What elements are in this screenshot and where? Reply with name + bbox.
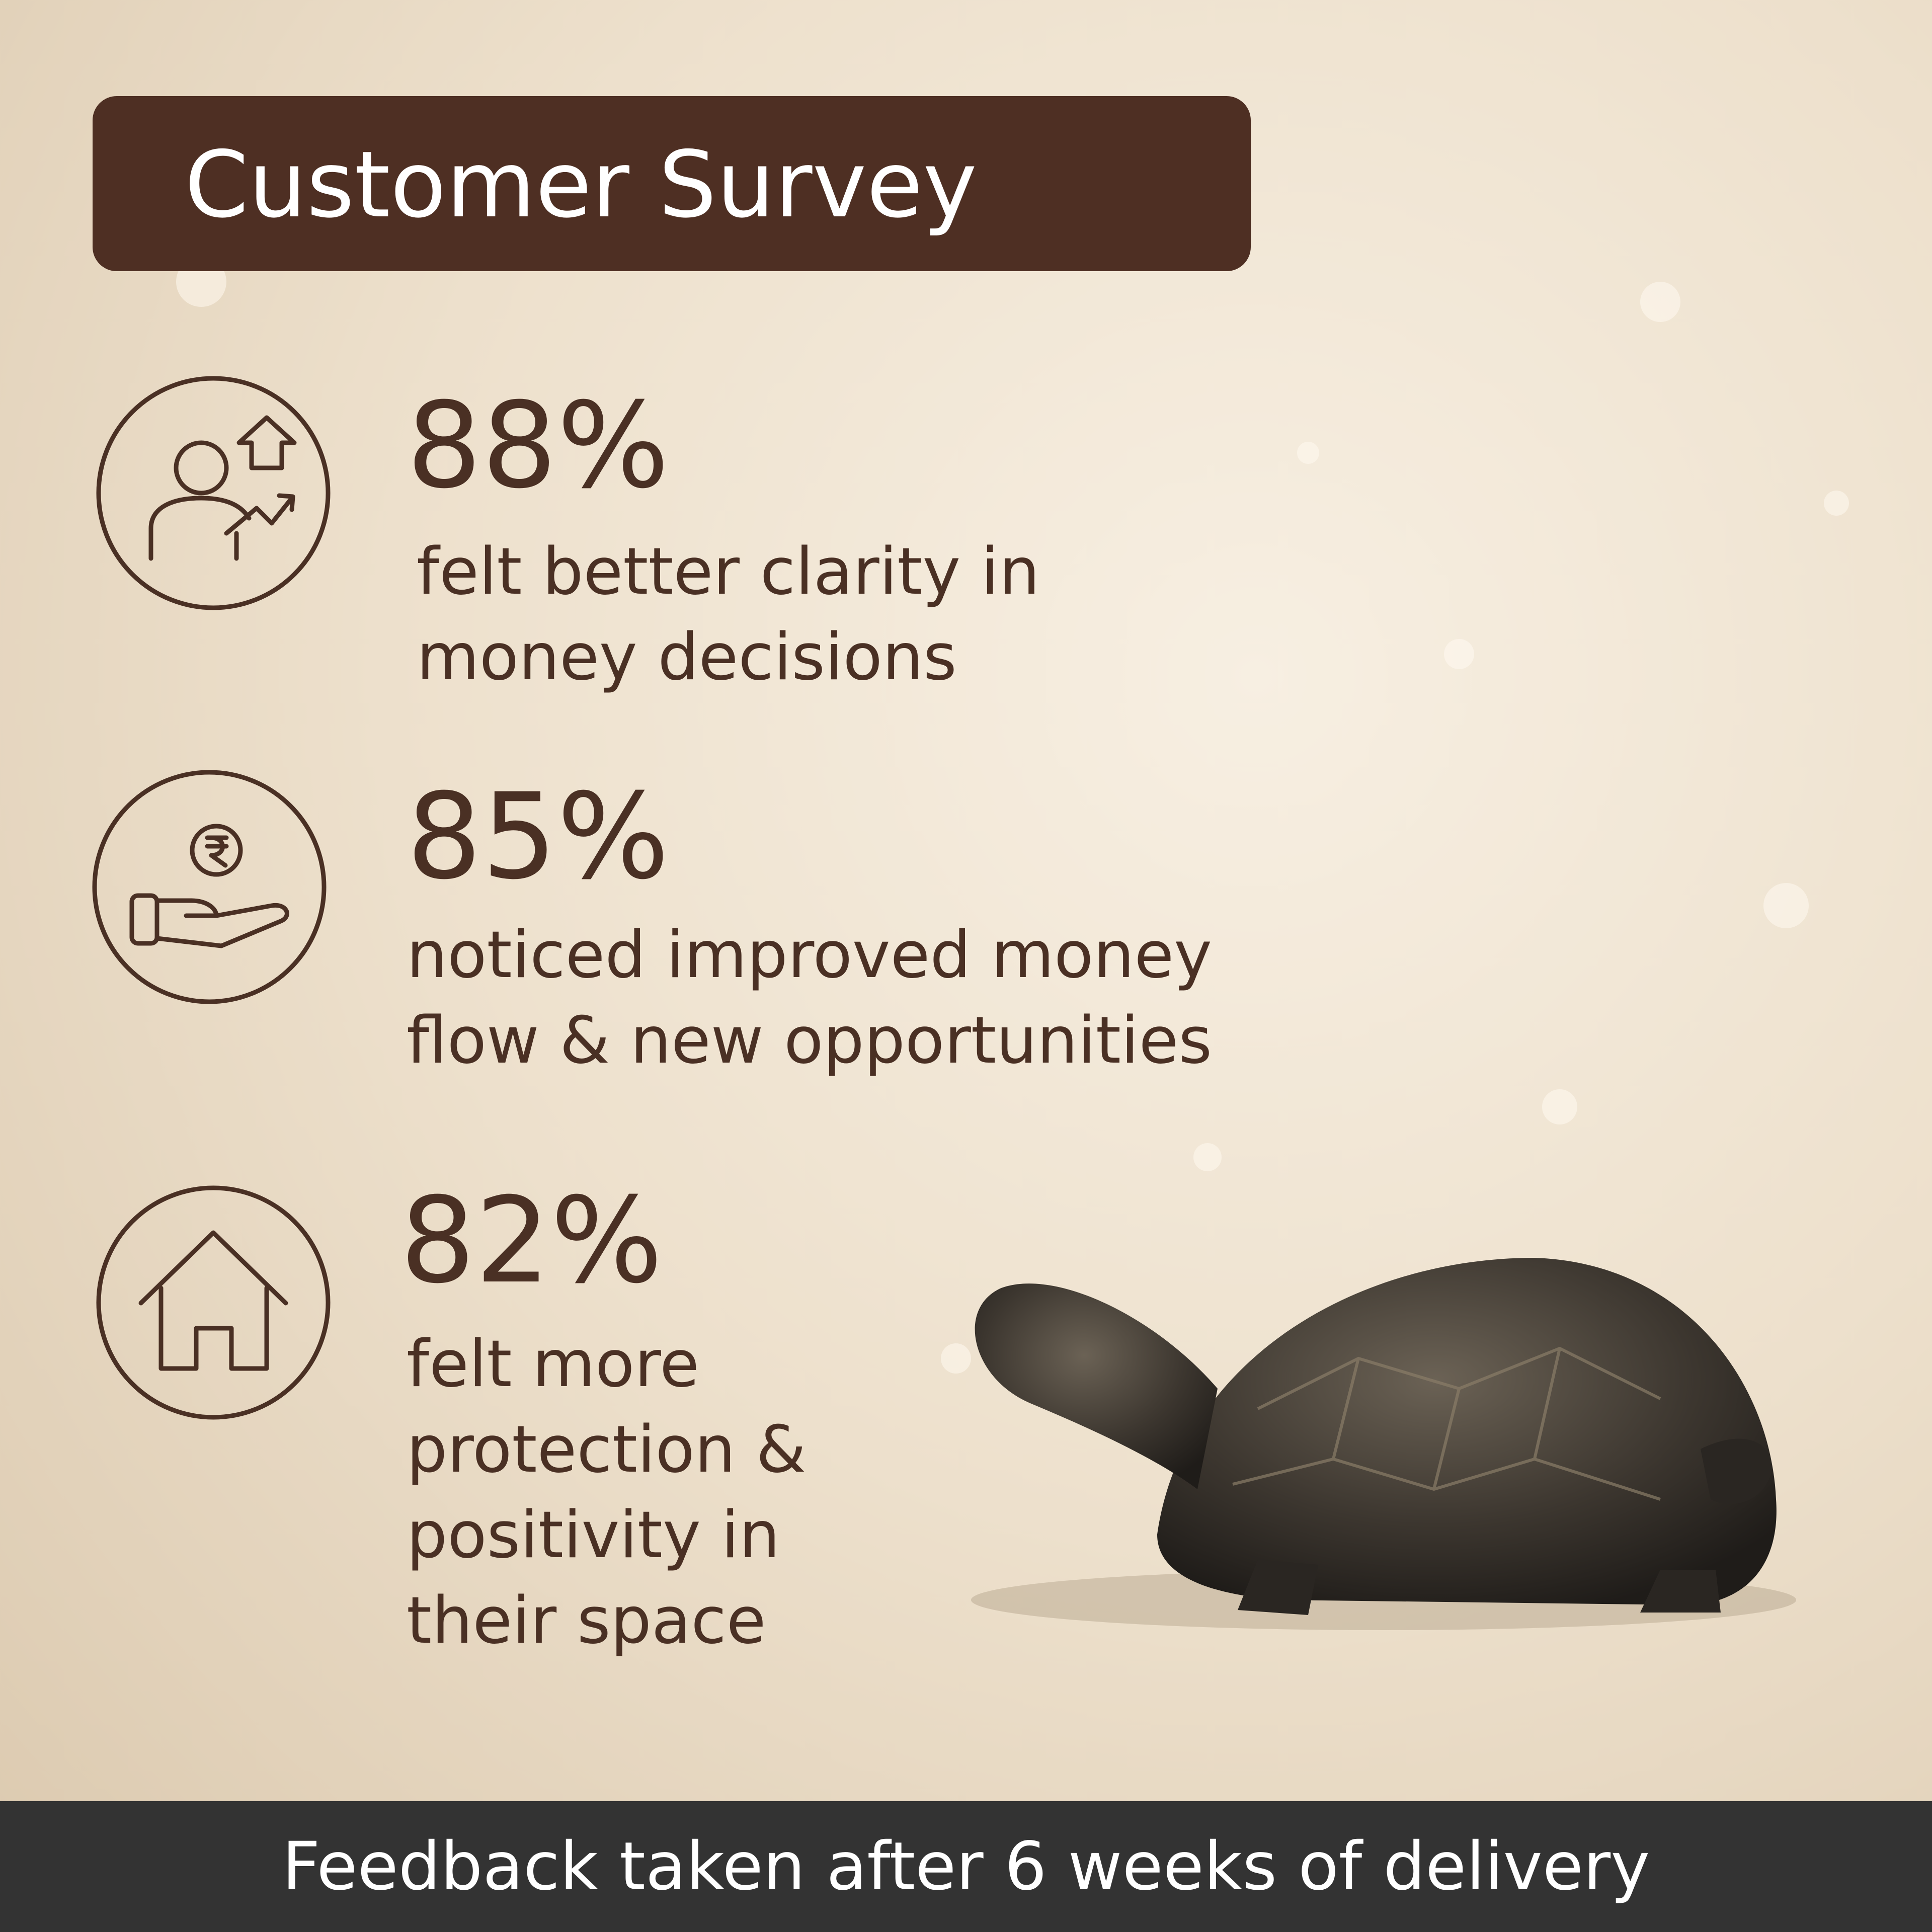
stats: 88% felt better clarity in money decisions…	[400, 377, 1212, 1658]
stat-value: 85%	[407, 768, 669, 906]
bokeh	[176, 257, 1849, 1374]
stat-description: flow & new opportunities	[407, 1003, 1212, 1078]
stat-description: money decisions	[417, 620, 957, 695]
stat-description: felt better clarity in	[417, 534, 1040, 609]
icon-home	[96, 1185, 331, 1420]
stat-description: protection &	[407, 1412, 806, 1487]
stat-description: their space	[407, 1583, 766, 1658]
icon-growth	[96, 376, 331, 610]
title: Customer Survey	[185, 131, 977, 238]
footer: Feedback taken after 6 weeks of delivery	[282, 1828, 1650, 1905]
icon-money-hand	[92, 770, 327, 1004]
footer-bar	[0, 1801, 1932, 1932]
turtle-figure	[971, 1258, 1796, 1630]
stat-description: positivity in	[407, 1498, 780, 1573]
title-banner	[93, 96, 1251, 271]
stat-value: 82%	[400, 1172, 663, 1310]
stat-value: 88%	[407, 377, 669, 515]
stat-description: felt more	[407, 1327, 699, 1402]
stat-description: noticed improved money	[407, 918, 1212, 993]
